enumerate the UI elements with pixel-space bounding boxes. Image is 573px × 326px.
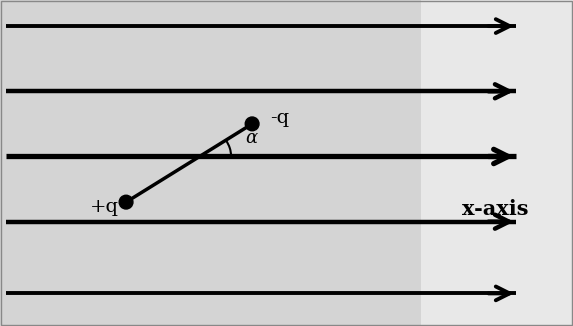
- Circle shape: [119, 195, 133, 209]
- Text: α: α: [245, 129, 257, 147]
- Text: +q: +q: [89, 198, 119, 216]
- Circle shape: [245, 117, 259, 131]
- Text: -q: -q: [270, 109, 290, 127]
- Text: x-axis: x-axis: [462, 199, 529, 219]
- Bar: [421, 0, 573, 326]
